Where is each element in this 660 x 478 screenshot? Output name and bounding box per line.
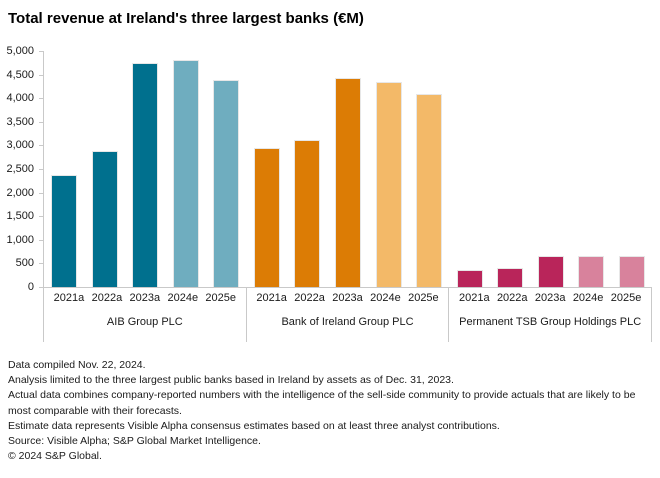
y-axis-tick-mark [39,121,43,123]
x-tick-label: 2023a [332,292,363,304]
y-axis-tick-mark [39,98,43,100]
plot-area [43,51,652,288]
footnote-line: © 2024 S&P Global. [8,450,102,463]
bar-permanent-2023a [537,255,564,287]
bar-aib-2025e [213,79,240,287]
y-axis-tick-label: 4,000 [6,92,34,105]
bar-permanent-2024e [578,256,605,287]
x-axis-group: 2021a 2022a 2023a 2024e 2025e Permanent TSB G… [448,288,653,342]
y-axis-tick-label: 2,000 [6,186,34,199]
group-label: Bank of Ireland Group PLC [281,316,414,328]
x-axis-group: 2021a 2022a 2023a 2024e 2025e AIB Group PLC [43,288,246,342]
x-tick-label: 2024e [370,292,401,304]
y-axis-tick-label: 3,500 [6,115,34,128]
bar-aib-2023a [132,62,159,287]
bar-aib-2021a [51,175,78,287]
bar-bank-2024e [375,82,402,287]
x-axis: 2021a 2022a 2023a 2024e 2025e AIB Group PLC 20… [43,288,653,342]
bar-permanent-2025e [618,256,645,287]
y-axis-tick-label: 5,000 [6,45,34,57]
x-tick-label: 2023a [534,292,566,304]
x-tick-label: 2022a [91,292,123,304]
y-axis-tick-mark [39,169,43,170]
x-tick-label: 2025e [610,292,642,304]
y-axis-tick-label: 4,500 [6,68,34,81]
y-axis-tick-mark [39,74,43,76]
bar-permanent-2021a [456,270,483,287]
y-axis-tick-mark [39,263,43,265]
y-axis-tick-mark [39,239,43,241]
footnote-line: Estimate data represents Visible Alpha c… [8,419,500,432]
footnotes: Data compiled Nov. 22, 2024. Analysis lim… [0,358,660,465]
x-tick-label: 2024e [167,292,199,304]
bar-permanent-2022a [497,268,524,287]
x-axis-year-row: 2021a 2022a 2023a 2024e 2025e [50,292,240,307]
footnote-line: Actual data combines company-reported nu… [8,389,636,417]
y-axis-tick-label: 3,000 [6,139,34,152]
x-tick-label: 2025e [205,292,236,304]
footnote-line: Source: Visible Alpha; S&P Global Market… [8,435,261,448]
y-axis-tick-label: 2,500 [6,163,34,175]
y-axis-tick-mark [39,216,43,218]
x-axis-year-row: 2021a 2022a 2023a 2024e 2025e [455,292,645,307]
x-tick-label: 2025e [408,292,439,304]
y-axis-tick-mark [39,145,43,147]
group-label: AIB Group PLC [106,316,183,328]
y-axis-tick-label: 500 [15,257,34,270]
x-tick-label: 2024e [572,292,604,304]
x-tick-label: 2021a [53,292,85,304]
y-axis-tick-mark [39,51,43,52]
chart-area: 5,000 4,500 4,000 3,500 3,000 2,500 2,000 1,500… [0,45,660,342]
group-label: Permanent TSB Group Holdings PLC [459,316,642,328]
footnote-line: Data compiled Nov. 22, 2024. [8,359,146,371]
x-tick-label: 2021a [459,292,490,304]
y-axis-tick-mark [39,287,43,288]
bar-bank-2021a [253,148,280,287]
bar-bank-2023a [335,78,361,287]
bar-bank-2022a [294,140,321,287]
footnote-line: Analysis limited to the three largest pu… [8,374,454,387]
y-axis: 5,000 4,500 4,000 3,500 3,000 2,500 2,000 1,500… [0,45,43,293]
y-axis-tick-label: 0 [27,281,34,293]
x-axis-year-row: 2021a 2022a 2023a 2024e 2025e [253,292,443,307]
y-axis-tick-label: 1,000 [6,233,34,246]
y-axis-tick-label: 1,500 [6,210,34,223]
chart-title: Total revenue at Ireland's three largest… [8,10,364,27]
bar-bank-2025e [416,94,443,287]
y-axis-tick-mark [39,192,43,194]
x-axis-group: 2021a 2022a 2023a 2024e 2025e Bank of Ireland… [245,288,449,342]
x-tick-label: 2022a [294,292,325,304]
x-tick-label: 2022a [496,292,528,304]
x-tick-label: 2023a [129,292,161,304]
bar-aib-2022a [91,151,118,287]
bar-aib-2024e [172,60,199,287]
x-tick-label: 2021a [256,292,287,304]
